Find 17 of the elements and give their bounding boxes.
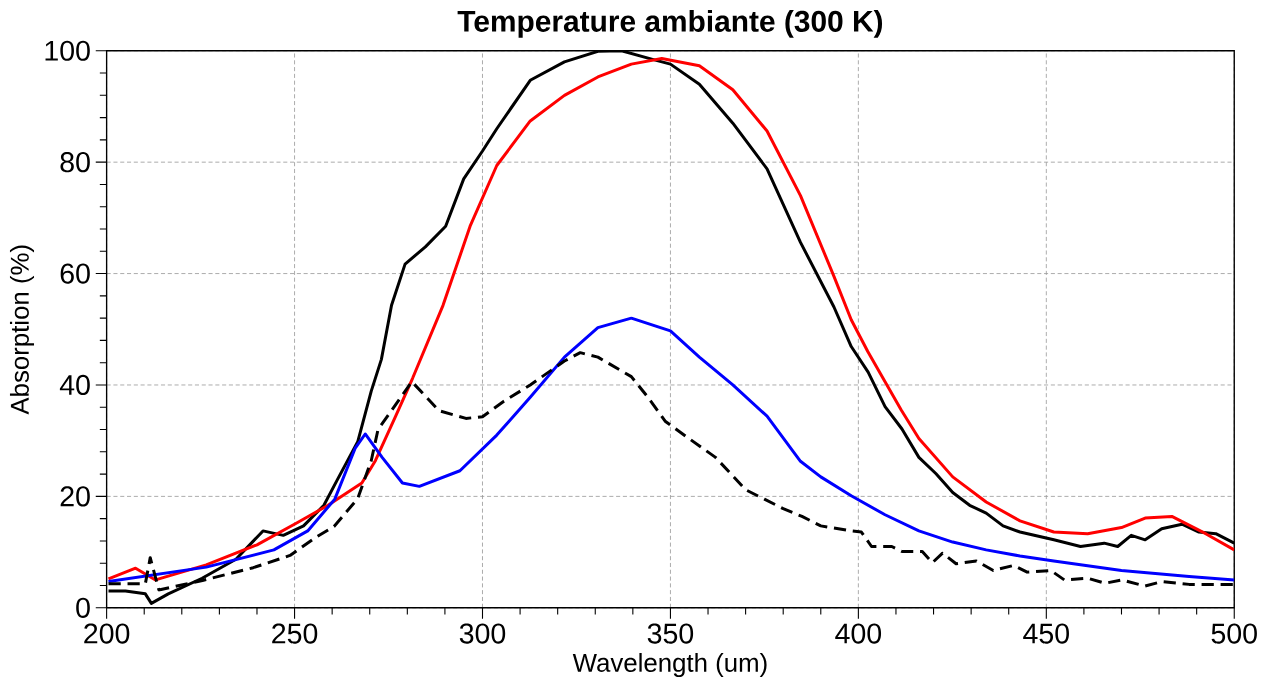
line-series [107, 316, 1235, 584]
x-tick-label: 300 [459, 623, 506, 644]
x-axis-title: Wavelength (um) [572, 652, 767, 678]
y-tick-label: 60 [60, 263, 90, 284]
x-tick-label: 350 [647, 623, 694, 644]
y-axis-title: Absorption (%) [9, 245, 35, 415]
y-tick-label: 20 [60, 486, 90, 507]
y-tick-label: 80 [60, 152, 90, 173]
y-tick-label: 100 [45, 40, 90, 61]
x-tick-label: 400 [835, 623, 882, 644]
x-tick-label: 500 [1211, 623, 1257, 644]
y-tick-label: 40 [59, 374, 90, 396]
y-tick-label: 0 [76, 597, 90, 618]
x-tick-label: 250 [272, 623, 318, 644]
x-tick-label: 200 [84, 623, 130, 644]
x-tick-label: 450 [1023, 623, 1069, 644]
chart-title: Temperature ambiante (300 K) [457, 9, 883, 38]
